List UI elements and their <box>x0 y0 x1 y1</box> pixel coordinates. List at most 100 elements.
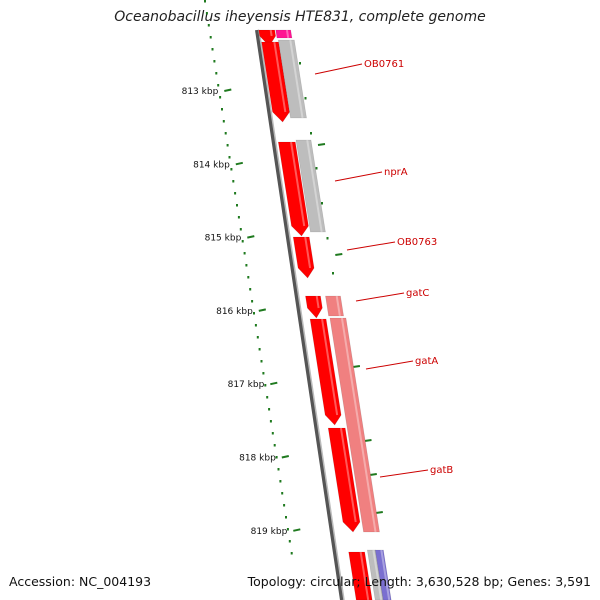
kbp-tick-label: 813 kbp <box>182 87 219 97</box>
tick-dot <box>205 12 208 15</box>
tick-dot <box>273 444 276 447</box>
kbp-tick-label: 815 kbp <box>205 234 242 244</box>
kbp-tick-label: 819 kbp <box>251 527 288 537</box>
tick-dot <box>215 72 218 75</box>
gene-arrow-shine <box>321 318 339 416</box>
label-leader <box>365 360 414 370</box>
right-tick <box>369 473 377 476</box>
label-leader <box>379 469 429 478</box>
label-leader <box>334 171 383 182</box>
gene-arrow <box>309 318 342 426</box>
gene-labels: OB0761 nprA OB0763 gatC gatA gatB <box>364 59 453 476</box>
kbp-tick-label: 814 kbp <box>193 160 230 170</box>
tick-dot <box>288 540 291 543</box>
tick-dot <box>241 240 244 243</box>
tick-dot <box>256 336 259 339</box>
gene-block <box>329 317 380 533</box>
gene-label: nprA <box>384 167 408 178</box>
right-tick <box>335 253 343 256</box>
gene-block-shine <box>306 139 323 233</box>
right-tick <box>352 365 361 368</box>
tick-dot <box>268 408 271 411</box>
label-leaders <box>314 63 429 478</box>
tick-dot <box>209 36 212 39</box>
gene-arrow <box>292 236 315 279</box>
gene-block-shine <box>335 295 341 317</box>
tick-dot <box>262 372 265 375</box>
tick-dot <box>211 48 214 51</box>
gene-label: gatC <box>406 288 429 299</box>
tick-dot <box>222 120 225 123</box>
tick-dot <box>239 228 242 231</box>
gene-arrow-shine <box>315 295 320 309</box>
genome-summary-text: Topology: circular; Length: 3,630,528 bp… <box>247 574 591 589</box>
gene-block-shine <box>340 317 377 533</box>
right-tick <box>317 143 326 146</box>
gene-arrow <box>261 41 290 123</box>
gene-arrow-shine <box>273 41 287 113</box>
tick-dot <box>236 204 238 207</box>
tick-dot <box>217 84 220 87</box>
right-tick-dot <box>304 97 307 100</box>
tick-dot <box>249 288 252 291</box>
tick-dot <box>247 276 250 279</box>
gene-block <box>325 295 344 317</box>
gene-arrow <box>348 551 373 600</box>
tick-dot <box>264 384 267 387</box>
tick-dot <box>283 504 286 507</box>
label-leader <box>346 241 396 251</box>
kbp-tick <box>270 381 278 386</box>
gene-block-shine <box>380 549 391 600</box>
tick-dot <box>224 132 227 135</box>
tick-dot <box>232 180 235 183</box>
gene-block-shine <box>289 39 304 119</box>
tick-dot <box>254 324 257 327</box>
kbp-tick <box>235 161 244 166</box>
tick-dot <box>207 24 210 27</box>
gene-label: gatB <box>430 465 453 476</box>
accession-text: Accession: NC_004193 <box>9 574 152 589</box>
tick-dot <box>213 60 216 63</box>
gene-arrow <box>277 141 309 237</box>
tick-dot <box>277 468 280 471</box>
tick-dot <box>251 300 254 303</box>
right-tick <box>364 439 372 442</box>
gene-label: OB0761 <box>364 59 404 70</box>
right-tick-dot <box>299 62 301 65</box>
label-leader <box>314 63 363 75</box>
kbp-tick <box>224 88 232 92</box>
kbp-tick <box>293 528 301 532</box>
tick-dot <box>228 156 231 159</box>
gene-block-shine <box>285 29 290 39</box>
gene-features <box>258 29 392 600</box>
gene-block <box>275 29 293 39</box>
tick-marks: 813 kbp 814 kbp 815 kbp 816 kbp 817 kbp 818 k… <box>182 87 301 537</box>
kbp-tick <box>247 235 255 239</box>
gene-block <box>374 549 392 600</box>
gene-arrow-shine <box>304 236 312 269</box>
tick-dot <box>245 264 248 267</box>
backbone-highlight <box>258 29 345 600</box>
gene-block <box>277 39 307 119</box>
tick-dot <box>269 420 272 423</box>
right-tick-dot <box>310 132 312 135</box>
gene-arrow-shine <box>269 29 273 37</box>
gene-arrow-shine <box>290 141 306 227</box>
kbp-tick-label: 816 kbp <box>216 307 253 317</box>
kbp-tick-label: 818 kbp <box>239 454 276 464</box>
tick-dot <box>279 480 282 483</box>
gene-arrow-shine <box>339 427 357 523</box>
tick-dot <box>243 252 246 255</box>
tick-dot <box>226 144 229 147</box>
kbp-tick <box>258 308 267 312</box>
tick-dot <box>286 528 289 531</box>
tick-dot <box>266 396 269 399</box>
kbp-tick-label: 817 kbp <box>228 380 265 390</box>
gene-arrow-shine <box>359 551 370 600</box>
right-tick <box>375 511 383 514</box>
tick-dot <box>221 108 223 111</box>
gene-label: gatA <box>415 356 438 367</box>
tick-dot <box>275 456 278 459</box>
label-leader <box>355 292 405 302</box>
